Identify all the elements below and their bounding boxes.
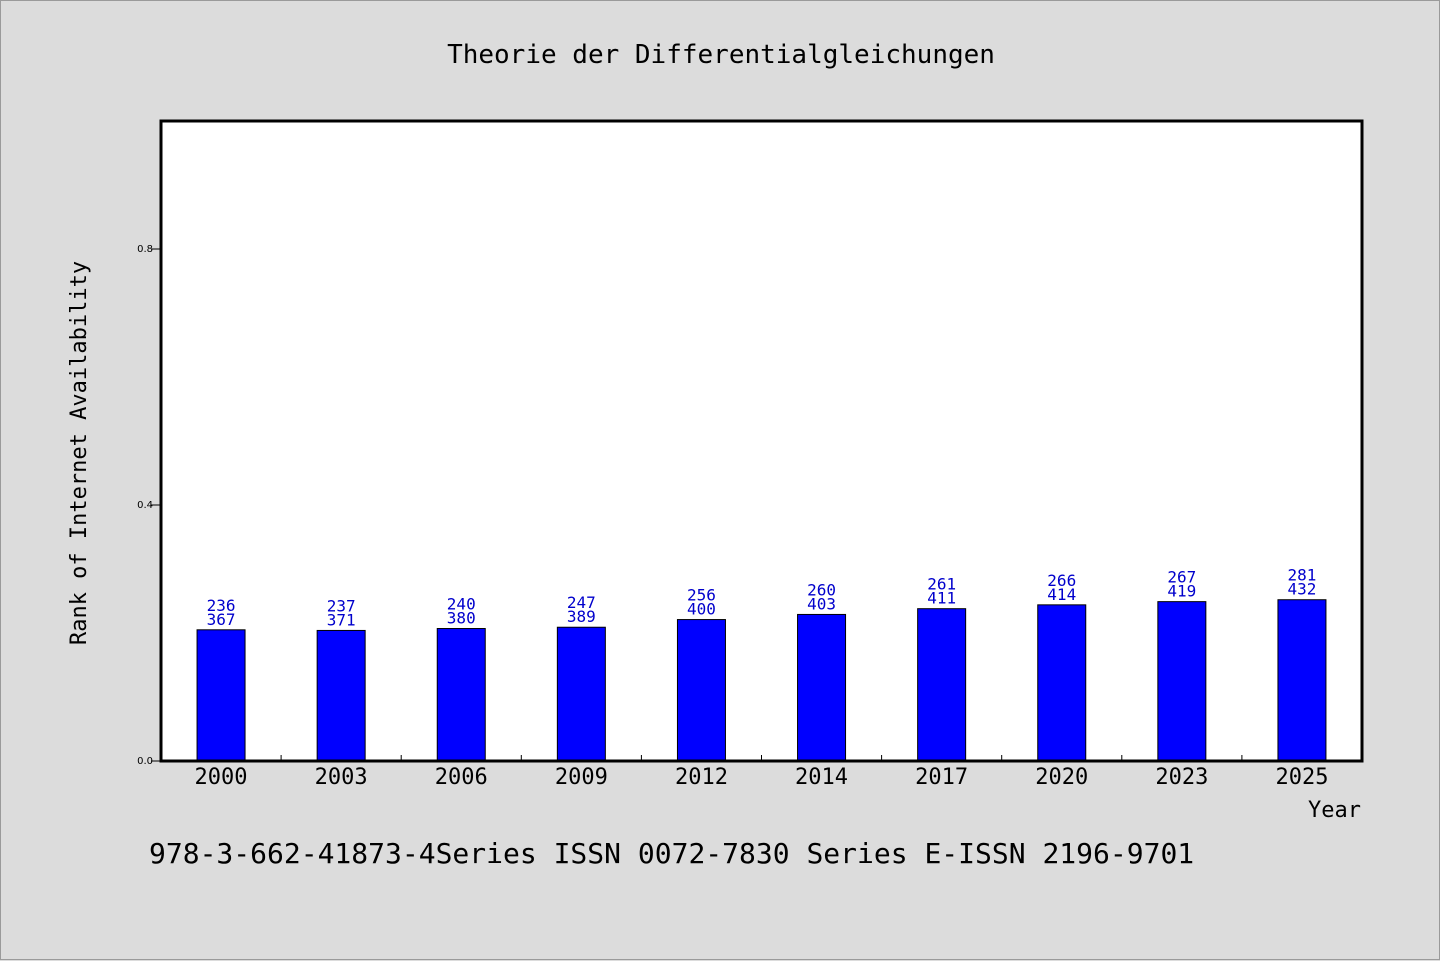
x-tick-label: 2025 [1275,765,1328,790]
x-tick-label: 2000 [195,765,248,790]
bar [1157,601,1207,762]
x-tick-label: 2012 [675,765,728,790]
x-axis-label: Year [1308,798,1361,823]
bar [676,619,726,762]
data-label-bottom: 414 [1047,585,1076,604]
data-label-bottom: 419 [1167,582,1196,601]
data-label-top: 240 [447,595,476,614]
bar [436,628,486,762]
data-label-bottom: 389 [567,607,596,626]
data-label-top: 237 [327,596,356,615]
x-tick-label: 2014 [795,765,848,790]
data-label-top: 281 [1287,566,1316,585]
data-label-bottom: 400 [687,600,716,619]
bar [556,626,606,762]
data-label-top: 267 [1167,568,1196,587]
data-label-top: 256 [687,586,716,605]
x-tick-label: 2017 [915,765,968,790]
y-axis: 0.0 0.4 0.8 [137,244,161,767]
y-axis-label: Rank of Internet Availability [67,261,92,645]
data-label-bottom: 411 [927,589,956,608]
data-label-top: 266 [1047,571,1076,590]
x-tick-label: 2023 [1155,765,1208,790]
footer-identifiers: 978-3-662-41873-4Series ISSN 0072-7830 S… [149,837,1194,870]
x-tick-label: 2020 [1035,765,1088,790]
bar [797,613,847,762]
data-label-top: 236 [207,596,236,615]
data-label-top: 260 [807,580,836,599]
bar [196,629,246,762]
data-label-top: 261 [927,575,956,594]
bar [1037,604,1087,762]
x-tick-label: 2006 [435,765,488,790]
y-tick-label: 0.0 [137,756,153,767]
y-tick-label: 0.8 [137,244,153,255]
data-label-bottom: 367 [207,610,236,629]
bar [917,608,967,762]
plot-frame [159,119,1364,763]
bar [1277,599,1327,762]
data-label-bottom: 371 [327,610,356,629]
x-tick-label: 2003 [315,765,368,790]
chart-title: Theorie der Differentialgleichungen [447,40,995,70]
data-label-top: 247 [567,593,596,612]
bar [316,629,366,762]
bars-group [196,599,1327,762]
data-labels-group: 2363672373712403802473892564002604032614… [207,566,1317,630]
x-axis: 2000 2003 2006 2009 2012 2014 2017 2020 2023 2025 [195,755,1328,790]
data-label-bottom: 403 [807,594,836,613]
x-tick-label: 2009 [555,765,608,790]
y-tick-label: 0.4 [137,500,153,511]
data-label-bottom: 380 [447,609,476,628]
data-label-bottom: 432 [1287,580,1316,599]
